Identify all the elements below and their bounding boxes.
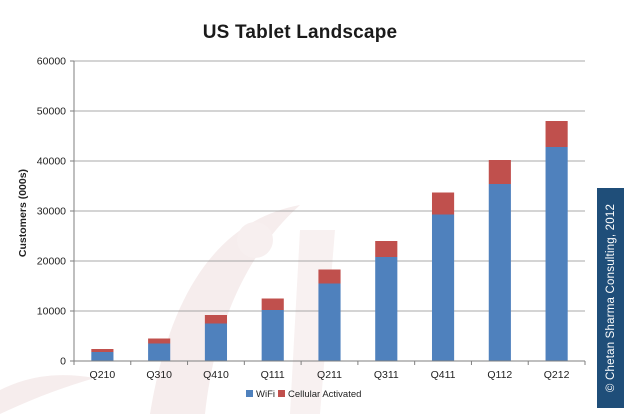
x-tick-label: Q111 [261, 369, 285, 381]
legend-label-cellular: Cellular Activated [288, 389, 361, 400]
chart-title: US Tablet Landscape [202, 22, 398, 43]
bar-wifi-q310[interactable] [148, 343, 171, 362]
y-tick-label: 30000 [37, 206, 66, 218]
bar-cellular-q310[interactable] [148, 338, 171, 344]
y-tick-label: 50000 [37, 106, 66, 118]
bar-wifi-q410[interactable] [204, 323, 228, 362]
y-axis-label: Customers (000s) [17, 169, 29, 257]
bar-cellular-q112[interactable] [488, 160, 511, 184]
bar-cellular-q411[interactable] [431, 192, 455, 215]
bar-cellular-q211[interactable] [318, 269, 341, 284]
bar-wifi-q210[interactable] [91, 352, 114, 361]
bar-cellular-q210[interactable] [91, 349, 114, 352]
bar-wifi-q311[interactable] [375, 257, 398, 361]
x-tick-label: Q210 [90, 369, 116, 381]
x-tick-label: Q212 [544, 369, 570, 381]
bar-cellular-q311[interactable] [375, 241, 398, 257]
x-tick-label: Q310 [146, 369, 172, 381]
copyright-text: © Chetan Sharma Consulting, 2012 [604, 203, 617, 393]
legend-swatch-wifi[interactable] [246, 390, 253, 397]
x-tick-label: Q411 [431, 369, 456, 381]
bar-cellular-q410[interactable] [204, 315, 228, 324]
bar-wifi-q212[interactable] [545, 147, 568, 361]
bar-wifi-q111[interactable] [261, 310, 284, 361]
legend-label-wifi: WiFi [256, 389, 275, 400]
y-tick-label: 0 [60, 356, 66, 368]
y-tick-label: 60000 [37, 56, 66, 68]
bar-wifi-q211[interactable] [318, 283, 341, 362]
bar-wifi-q112[interactable] [488, 184, 511, 361]
bar-wifi-q411[interactable] [431, 214, 455, 362]
x-tick-label: Q311 [374, 369, 399, 381]
x-tick-label: Q112 [487, 369, 512, 381]
bar-cellular-q111[interactable] [261, 298, 284, 311]
copyright-band: © Chetan Sharma Consulting, 2012 [597, 188, 624, 408]
x-tick-label: Q410 [203, 369, 229, 381]
legend-swatch-cellular[interactable] [278, 390, 285, 397]
y-tick-label: 20000 [37, 256, 66, 268]
bar-cellular-q212[interactable] [545, 121, 568, 147]
y-tick-label: 40000 [37, 156, 66, 168]
x-tick-label: Q211 [317, 369, 342, 381]
y-tick-label: 10000 [37, 306, 66, 318]
